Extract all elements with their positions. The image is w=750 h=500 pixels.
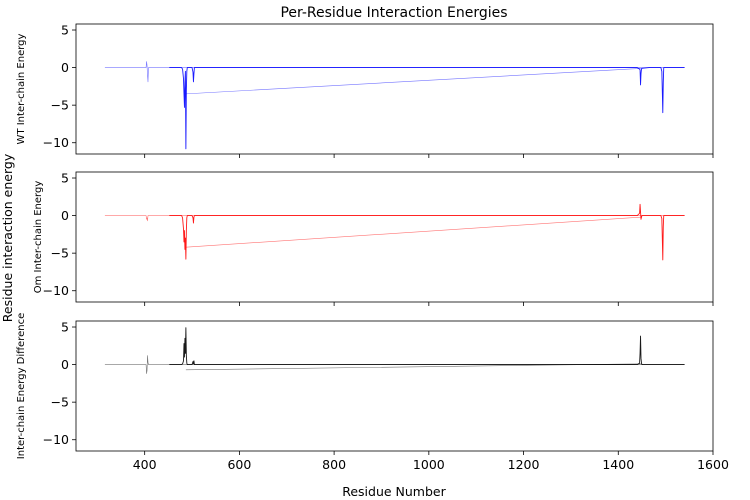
series-line — [104, 61, 685, 83]
plot-frame — [75, 23, 714, 155]
x-tick-label: 600 — [227, 457, 251, 472]
y-tick-label: 0 — [61, 60, 69, 75]
figure-y-label: Residue interaction energy — [0, 153, 15, 322]
x-axis-label: Residue Number — [342, 484, 446, 499]
y-tick-label: 5 — [61, 23, 69, 38]
series-line — [104, 215, 685, 222]
series-line — [169, 67, 685, 150]
series-line — [104, 355, 685, 374]
panel-3: 5 0 −5 −10 400 600 800 1000 1200 1400 1600 Inter-ch… — [16, 313, 729, 472]
panel-y-label: WT Inter-chain Energy — [16, 33, 27, 144]
series-line — [169, 203, 685, 261]
x-tick-label: 400 — [133, 457, 157, 472]
series-group — [104, 61, 685, 150]
x-tick-label: 1400 — [602, 457, 634, 472]
y-tick-label: 5 — [61, 171, 69, 186]
y-tick-label: −5 — [51, 246, 69, 261]
x-tick-label: 1200 — [508, 457, 540, 472]
series-group — [104, 327, 685, 374]
plot-frame — [75, 171, 714, 303]
series-line — [185, 363, 642, 371]
x-tick-label: 1000 — [413, 457, 445, 472]
chart-title: Per-Residue Interaction Energies — [280, 5, 507, 21]
x-tick-label: 800 — [322, 457, 346, 472]
series-line — [185, 68, 642, 95]
series-line — [169, 327, 685, 366]
y-tick-label: −10 — [43, 432, 69, 447]
panel-y-label: Om Inter-chain Energy — [33, 181, 44, 294]
panel-1: 5 0 −5 −10 WT Inter-chain Energy — [16, 23, 714, 158]
y-tick-label: −10 — [43, 135, 69, 150]
plot-frame — [75, 320, 714, 452]
panel-y-label: Inter-chain Energy Difference — [16, 313, 27, 459]
y-tick-label: −5 — [51, 395, 69, 410]
y-tick-label: −10 — [43, 283, 69, 298]
y-tick-label: 0 — [61, 357, 69, 372]
y-tick-label: 5 — [61, 320, 69, 335]
y-tick-label: −5 — [51, 98, 69, 113]
x-tick-label: 1600 — [697, 457, 729, 472]
y-tick-label: 0 — [61, 208, 69, 223]
series-group — [104, 203, 685, 261]
series-line — [185, 216, 642, 248]
